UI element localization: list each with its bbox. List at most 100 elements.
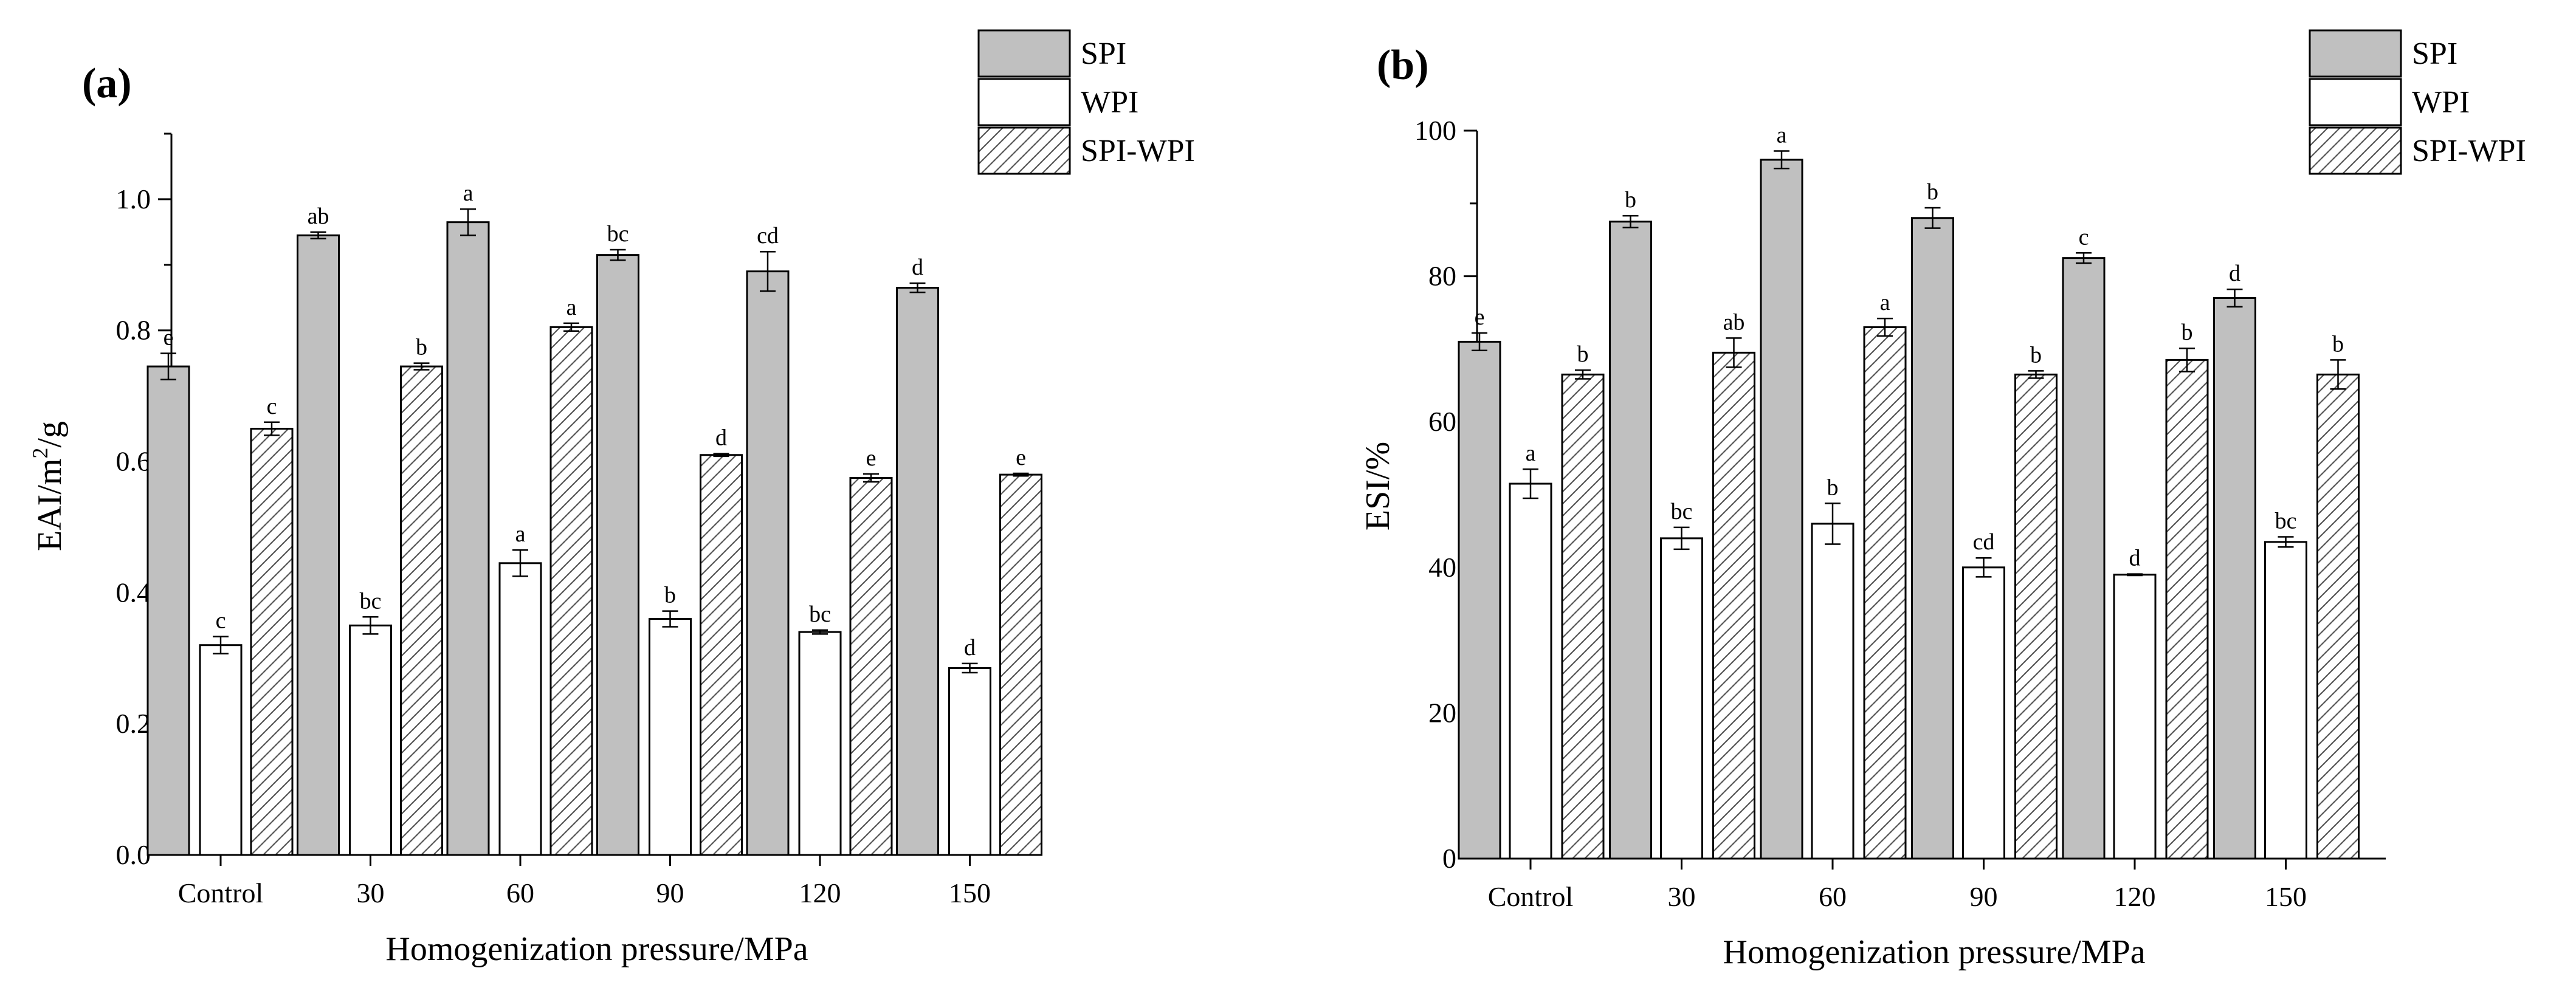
bar [700,454,743,856]
bar [1811,523,1855,860]
significance-letter: b [1625,187,1636,213]
bar [1660,537,1703,860]
legend-label: SPI-WPI [1081,134,1195,168]
x-axis-label: Homogenization pressure/MPa [1723,933,2145,971]
bar [400,365,443,856]
bar [498,562,542,856]
y-tick-label: 0.6 [116,446,151,477]
x-tick-label: 60 [1819,881,1847,912]
y-axis-label-tail: /g [31,421,69,448]
x-tick-label: 150 [949,877,991,908]
legend-label: WPI [1081,85,1138,120]
bar [146,365,190,856]
legend-swatch [2309,29,2402,78]
bar [1609,221,1652,860]
significance-letter: a [567,295,577,320]
significance-letter: b [664,583,676,608]
x-tick-label: 30 [357,877,385,908]
x-axis-label: Homogenization pressure/MPa [385,930,808,968]
significance-letter: a [515,521,526,547]
bar [199,644,243,856]
significance-letter: cd [1973,529,1995,555]
significance-letter: e [164,324,174,350]
panel-label: (a) [82,60,132,107]
x-tick-label: 120 [799,877,841,908]
y-tick-label: 0.2 [116,708,151,739]
legend-swatch [977,126,1071,175]
significance-letter: d [715,425,727,451]
significance-letter: b [416,335,427,360]
significance-letter: a [1880,290,1890,315]
significance-letter: b [1577,341,1589,367]
bar [746,270,790,856]
significance-letter: c [267,394,277,419]
significance-letter: a [1526,441,1536,466]
significance-letter: b [2182,320,2193,345]
y-axis-label-main: ESI/% [1359,442,1397,530]
x-tick-label: 150 [2265,881,2307,912]
legend-swatch [977,29,1071,78]
bar [2213,297,2256,860]
bar [999,473,1042,856]
bar [446,221,490,856]
significance-letter: d [2229,261,2240,286]
bar [948,667,991,856]
y-axis-label-main: EAI/m [31,459,69,551]
bar [896,287,939,856]
y-tick-label: 80 [1428,261,1456,292]
bar [349,624,392,856]
legend-label: SPI-WPI [2412,134,2526,168]
significance-letter: bc [2275,508,2297,534]
bar [1911,217,1954,860]
significance-letter: d [912,255,923,280]
significance-letter: d [964,635,976,661]
bar [1760,159,1803,860]
bar [1561,373,1605,860]
significance-letter: bc [809,602,831,627]
y-tick-label: 0.8 [116,315,151,346]
y-axis-label: EAI/m2/g [28,421,69,551]
bar [250,428,294,856]
significance-letter: cd [757,223,779,249]
x-tick-label: 30 [1668,881,1696,912]
y-axis-label: ESI/% [1359,442,1397,530]
legend-label: SPI [1081,36,1126,71]
significance-letter: b [2332,331,2344,357]
y-tick-label: 1.0 [116,184,151,214]
y-tick-label: 0.4 [116,577,151,608]
bar [649,618,692,856]
x-tick-label: 90 [656,877,684,908]
significance-letter: a [1777,123,1787,148]
significance-letter: ab [1723,309,1745,335]
significance-letter: a [463,180,474,206]
legend-label: SPI [2412,36,2457,71]
y-tick-label: 0.0 [116,839,151,870]
bar [2264,541,2307,860]
y-axis-label-superscript: 2 [28,448,52,459]
significance-letter: e [866,445,876,471]
significance-letter: c [216,608,226,634]
bar [2316,373,2360,860]
bar [2113,574,2157,860]
y-tick-label: 40 [1428,552,1456,583]
x-tick-label: Control [178,877,264,908]
bar [1962,566,2005,860]
significance-letter: ab [308,204,329,229]
x-tick-label: 120 [2114,881,2156,912]
bar [297,234,340,856]
bar [549,326,593,856]
y-tick-label: 100 [1414,115,1456,146]
x-tick-label: 60 [506,877,534,908]
legend-label: WPI [2412,85,2470,120]
bar [1863,326,1907,860]
legend-swatch [2309,78,2402,126]
significance-letter: e [1475,304,1485,330]
bar [2165,359,2209,860]
x-tick-label: 90 [1970,881,1998,912]
significance-letter: bc [1671,499,1693,524]
bar [2062,257,2106,860]
significance-letter: bc [607,221,629,247]
significance-letter: d [2129,546,2141,571]
bar [1712,351,1755,860]
